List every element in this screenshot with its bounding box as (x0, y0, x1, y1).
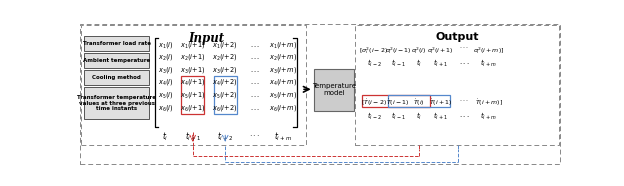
Bar (356, 25, 558, 145)
Text: $x_1(i)$: $x_1(i)$ (158, 40, 173, 50)
Bar (84, 36, 149, 51)
Text: $\dot{T}(i+1)$: $\dot{T}(i+1)$ (429, 98, 452, 108)
Text: $x_2(i\!+\!1)$: $x_2(i\!+\!1)$ (180, 52, 206, 62)
Text: Transformer temperature
values at three previous
time instants: Transformer temperature values at three … (77, 95, 156, 111)
Text: $t_i$: $t_i$ (162, 130, 169, 143)
Text: $x_1(i\!+\!1)$: $x_1(i\!+\!1)$ (180, 40, 206, 50)
Bar (84, 53, 149, 68)
Text: $x_2(i)$: $x_2(i)$ (158, 52, 173, 62)
Text: $[\dot{T}(i-2)$: $[\dot{T}(i-2)$ (361, 98, 387, 108)
Text: $...$: $...$ (459, 45, 469, 50)
Text: $t_{i+m}$: $t_{i+m}$ (480, 58, 497, 69)
Text: $x_4(i\!+\!m)$: $x_4(i\!+\!m)$ (270, 77, 298, 87)
Text: $...$: $...$ (250, 66, 260, 74)
Text: Ambient temperature: Ambient temperature (83, 58, 150, 63)
Text: $...$: $...$ (459, 98, 469, 103)
Text: $x_4(i\!+\!2)$: $x_4(i\!+\!2)$ (212, 77, 238, 87)
Bar (314, 68, 354, 111)
Text: $\sigma_i^2(i-1)$: $\sigma_i^2(i-1)$ (384, 45, 411, 56)
Text: $...$: $...$ (250, 41, 260, 49)
Text: $\sigma_i^2(i)$: $\sigma_i^2(i)$ (411, 45, 427, 56)
Text: $t_{i+1}$: $t_{i+1}$ (433, 111, 448, 122)
Text: $t_{i-2}$: $t_{i-2}$ (367, 58, 381, 69)
Text: $x_3(i\!+\!1)$: $x_3(i\!+\!1)$ (180, 65, 206, 75)
Text: $\dot{T}(i+m)]$: $\dot{T}(i+m)]$ (475, 98, 503, 108)
Text: $x_4(i)$: $x_4(i)$ (158, 77, 173, 87)
Bar (84, 70, 149, 85)
Text: $t_{i-1}$: $t_{i-1}$ (391, 111, 406, 122)
Text: $...$: $...$ (250, 78, 260, 86)
Text: $x_2(i\!+\!2)$: $x_2(i\!+\!2)$ (212, 52, 238, 62)
Text: $t_{i+2}$: $t_{i+2}$ (217, 130, 233, 143)
Text: $...$: $...$ (250, 53, 260, 61)
Text: $...$: $...$ (250, 92, 260, 100)
Text: $\sigma_i^2(i+m)]$: $\sigma_i^2(i+m)]$ (473, 45, 504, 56)
Text: Transformer load rate: Transformer load rate (83, 41, 151, 46)
Text: $x_2(i\!+\!m)$: $x_2(i\!+\!m)$ (270, 52, 298, 62)
Text: $t_i$: $t_i$ (416, 58, 422, 69)
Text: $t_{i+1}$: $t_{i+1}$ (433, 58, 448, 69)
Text: Cooling method: Cooling method (92, 75, 141, 80)
Bar (213, 76, 237, 114)
Text: $x_5(i)$: $x_5(i)$ (158, 90, 173, 100)
Text: $t_{i-2}$: $t_{i-2}$ (367, 111, 381, 122)
Bar (388, 95, 450, 107)
Text: Input: Input (188, 32, 224, 45)
Text: $[\sigma_i^2(i-2)$: $[\sigma_i^2(i-2)$ (359, 45, 389, 56)
Bar (362, 95, 430, 107)
Text: $x_1(i\!+\!2)$: $x_1(i\!+\!2)$ (212, 40, 238, 50)
Text: $\sigma_i^2(i+1)$: $\sigma_i^2(i+1)$ (427, 45, 454, 56)
Text: $x_5(i\!+\!1)$: $x_5(i\!+\!1)$ (180, 90, 206, 100)
Text: $x_6(i\!+\!1)$: $x_6(i\!+\!1)$ (180, 103, 206, 113)
Text: $x_3(i\!+\!2)$: $x_3(i\!+\!2)$ (212, 65, 238, 75)
Text: $x_6(i\!+\!m)$: $x_6(i\!+\!m)$ (270, 103, 298, 113)
Text: Temperature
model: Temperature model (312, 83, 356, 96)
Bar (81, 25, 306, 145)
Text: $x_6(i)$: $x_6(i)$ (158, 103, 173, 113)
Text: $x_1(i\!+\!m)$: $x_1(i\!+\!m)$ (270, 40, 298, 50)
Text: $x_5(i\!+\!m)$: $x_5(i\!+\!m)$ (270, 90, 298, 100)
Text: $t_i$: $t_i$ (416, 111, 422, 122)
Text: Output: Output (435, 32, 479, 42)
Bar (84, 87, 149, 119)
Text: $t_{i-1}$: $t_{i-1}$ (391, 58, 406, 69)
Text: $x_3(i)$: $x_3(i)$ (158, 65, 173, 75)
Text: $...$: $...$ (459, 111, 469, 119)
Text: $x_6(i\!+\!2)$: $x_6(i\!+\!2)$ (212, 103, 238, 113)
Text: $\dot{T}(i)$: $\dot{T}(i)$ (413, 98, 425, 108)
Text: $...$: $...$ (250, 104, 260, 112)
Text: $x_4(i\!+\!1)$: $x_4(i\!+\!1)$ (180, 77, 206, 87)
Text: $...$: $...$ (459, 58, 469, 66)
Text: $t_{i+m}$: $t_{i+m}$ (480, 111, 497, 122)
Text: $x_5(i\!+\!2)$: $x_5(i\!+\!2)$ (212, 90, 238, 100)
Bar (181, 76, 204, 114)
Text: $x_3(i\!+\!m)$: $x_3(i\!+\!m)$ (270, 65, 298, 75)
Text: $\dot{T}(i-1)$: $\dot{T}(i-1)$ (386, 98, 410, 108)
Text: $t_{i+1}$: $t_{i+1}$ (185, 130, 201, 143)
Text: $t_{i+m}$: $t_{i+m}$ (275, 130, 292, 143)
Text: $...$: $...$ (249, 130, 260, 138)
